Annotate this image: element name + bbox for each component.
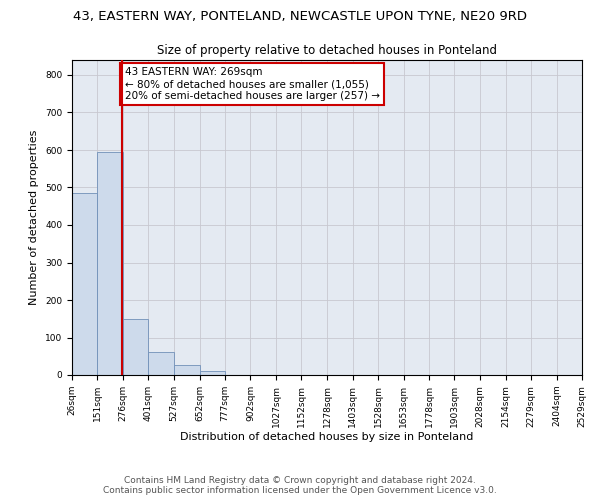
- Bar: [97, 152, 123, 375]
- Text: Contains HM Land Registry data © Crown copyright and database right 2024.
Contai: Contains HM Land Registry data © Crown c…: [103, 476, 497, 495]
- Bar: [174, 365, 200, 375]
- Text: 43, EASTERN WAY, PONTELAND, NEWCASTLE UPON TYNE, NE20 9RD: 43, EASTERN WAY, PONTELAND, NEWCASTLE UP…: [73, 10, 527, 23]
- Bar: [72, 194, 97, 375]
- Bar: [148, 352, 174, 375]
- Text: 43 EASTERN WAY: 269sqm
← 80% of detached houses are smaller (1,055)
20% of semi-: 43 EASTERN WAY: 269sqm ← 80% of detached…: [125, 68, 380, 100]
- Title: Size of property relative to detached houses in Ponteland: Size of property relative to detached ho…: [157, 44, 497, 58]
- Y-axis label: Number of detached properties: Number of detached properties: [29, 130, 40, 305]
- X-axis label: Distribution of detached houses by size in Ponteland: Distribution of detached houses by size …: [181, 432, 473, 442]
- Bar: [200, 371, 225, 375]
- Bar: [123, 319, 148, 375]
